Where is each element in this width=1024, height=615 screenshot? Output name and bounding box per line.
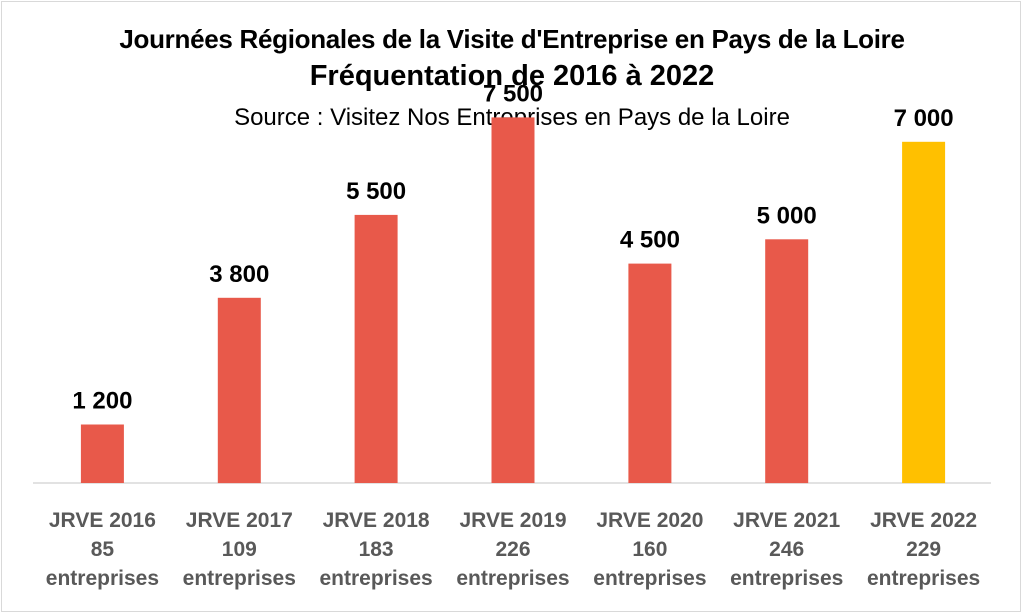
value-label-3: 7 500 [483,80,543,107]
category-label-1-line-1: 109 [222,538,257,561]
bar-2 [354,214,398,483]
category-label-2-line-2: entreprises [319,567,432,590]
category-label-4-line-1: 160 [632,538,667,561]
value-label-5: 5 000 [757,202,817,229]
category-label-0-line-2: entreprises [46,567,159,590]
bar-0 [80,424,124,483]
category-label-1-line-0: JRVE 2017 [186,509,293,532]
category-label-5-line-0: JRVE 2021 [733,509,840,532]
bar-4 [628,263,672,483]
chart-title: Journées Régionales de la Visite d'Entre… [119,24,905,54]
value-label-4: 4 500 [620,227,680,254]
category-label-5-line-2: entreprises [730,567,843,590]
category-label-4-line-2: entreprises [593,567,706,590]
category-label-0-line-1: 85 [91,538,115,561]
bar-1 [217,297,261,484]
category-label-6-line-2: entreprises [867,567,980,590]
category-label-6-line-0: JRVE 2022 [870,509,977,532]
category-label-5-line-1: 246 [769,538,804,561]
category-label-2-line-1: 183 [359,538,394,561]
category-label-6-line-1: 229 [906,538,941,561]
bar-5 [765,239,809,484]
value-label-0: 1 200 [72,388,132,415]
category-label-2-line-0: JRVE 2018 [323,509,430,532]
category-label-3-line-0: JRVE 2019 [459,509,566,532]
value-label-6: 7 000 [894,105,954,132]
category-label-3-line-1: 226 [495,538,530,561]
category-label-3-line-2: entreprises [456,567,569,590]
chart-subtitle: Fréquentation de 2016 à 2022 [309,60,715,92]
bar-6 [902,141,946,484]
value-label-1: 3 800 [209,261,269,288]
category-label-0-line-0: JRVE 2016 [49,509,156,532]
category-label-4-line-0: JRVE 2020 [596,509,703,532]
bar-3 [491,117,535,484]
category-label-1-line-2: entreprises [183,567,296,590]
value-label-2: 5 500 [346,178,406,205]
